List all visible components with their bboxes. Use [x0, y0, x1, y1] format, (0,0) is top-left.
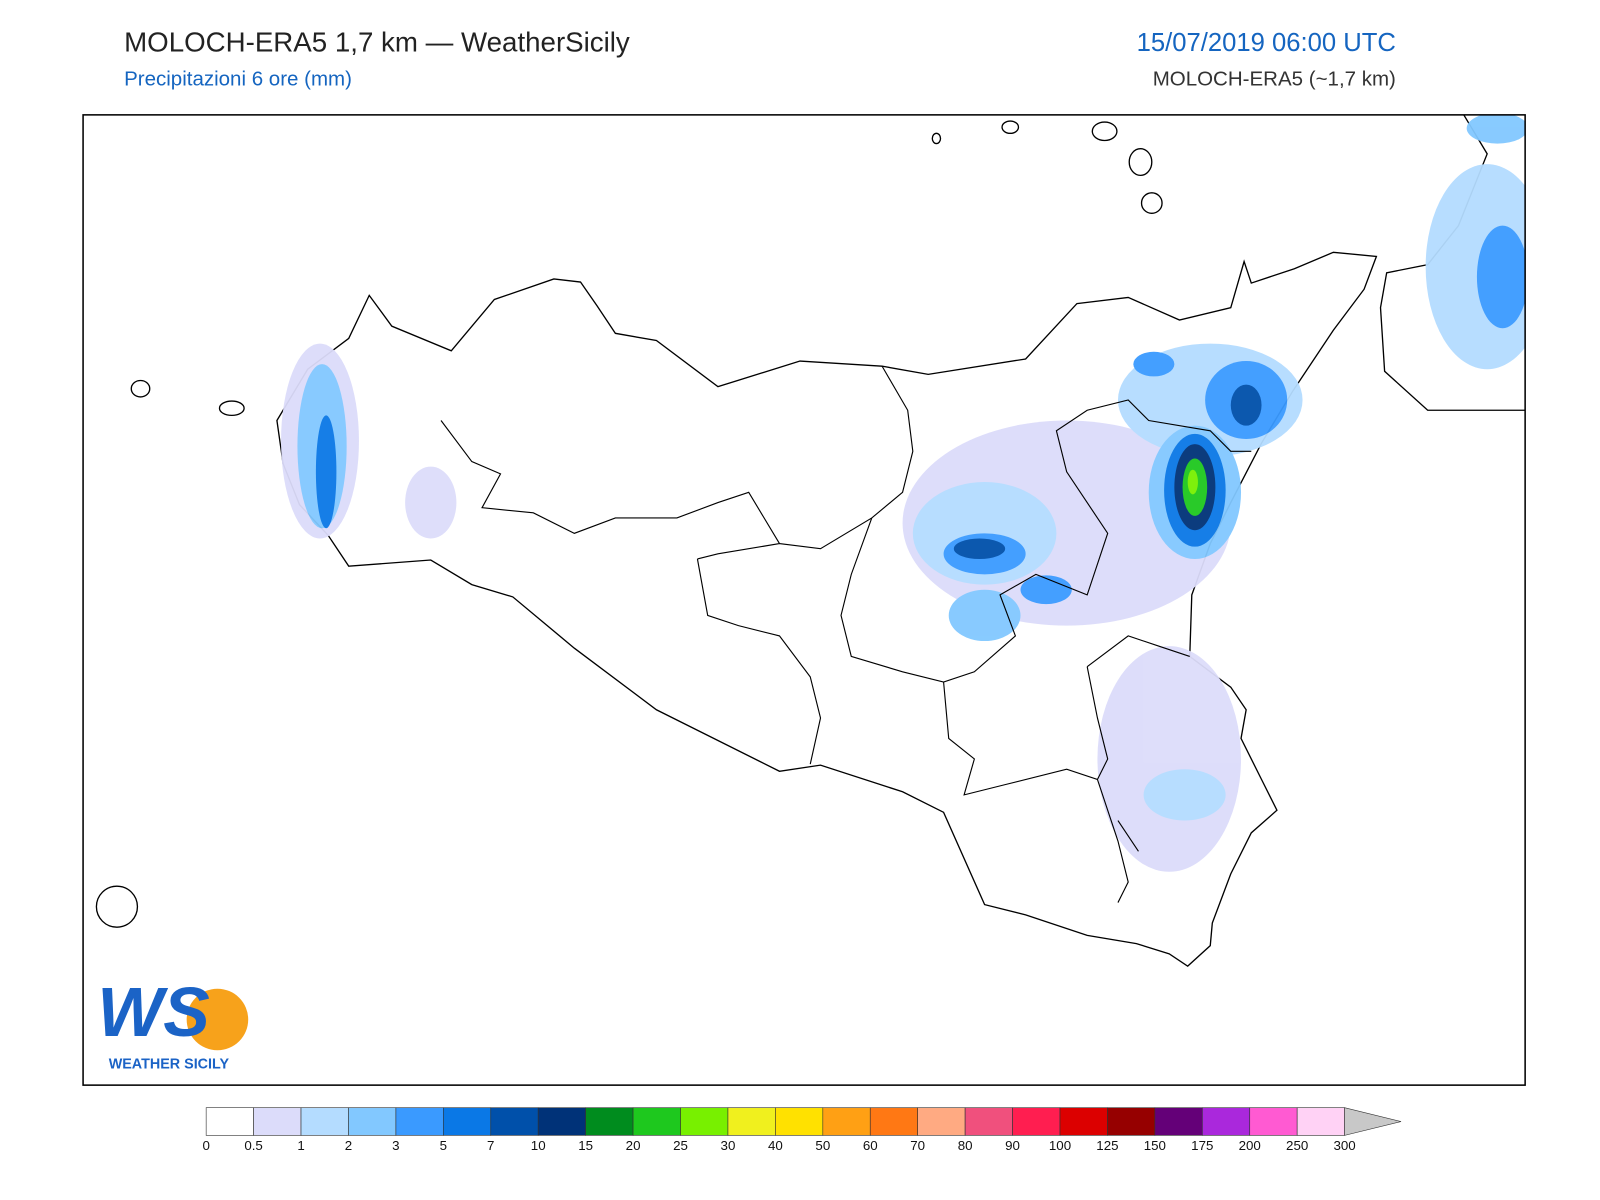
- island: [95, 885, 139, 928]
- map-area: [95, 114, 1526, 967]
- colorbar-tick-label: 2: [345, 1138, 352, 1153]
- colorbar-tick-label: 100: [1049, 1138, 1071, 1153]
- colorbar-swatch: [917, 1107, 966, 1136]
- colorbar-tick-label: 0: [202, 1138, 209, 1153]
- colorbar-tick-label: 250: [1286, 1138, 1308, 1153]
- colorbar-tick-label: 150: [1144, 1138, 1166, 1153]
- island: [931, 132, 942, 145]
- colorbar-tick-label: 3: [392, 1138, 399, 1153]
- colorbar-tick-label: 60: [863, 1138, 878, 1153]
- island: [1091, 121, 1118, 142]
- map-frame: [82, 114, 1526, 1086]
- colorbar-swatch: [205, 1107, 254, 1136]
- colorbar-swatch: [490, 1107, 539, 1136]
- island: [130, 379, 151, 398]
- logo-mark: WS: [97, 973, 209, 1051]
- logo-sun: [186, 988, 249, 1051]
- colorbar-tick-label: 200: [1239, 1138, 1261, 1153]
- colorbar-tick-label: 7: [487, 1138, 494, 1153]
- colorbar-tick-label: 175: [1191, 1138, 1213, 1153]
- colorbar-tick-label: 25: [673, 1138, 688, 1153]
- title: MOLOCH-ERA5 1,7 km — WeatherSicily: [124, 26, 630, 57]
- colorbar-swatch: [537, 1107, 586, 1136]
- precipitation-field: [281, 114, 1526, 872]
- colorbar-swatch: [1249, 1107, 1298, 1136]
- colorbar-swatch: [1059, 1107, 1108, 1136]
- colorbar-swatch: [395, 1107, 444, 1136]
- logo-text: WEATHER SICILY: [109, 1056, 230, 1072]
- colorbar-tick-label: 5: [440, 1138, 447, 1153]
- colorbar-swatch: [300, 1107, 349, 1136]
- colorbar-tick-label: 15: [578, 1138, 593, 1153]
- island: [1140, 192, 1163, 214]
- colorbar-tick-label: 125: [1096, 1138, 1118, 1153]
- colorbar-tick-label: 20: [626, 1138, 641, 1153]
- colorbar-swatch: [1154, 1107, 1203, 1136]
- colorbar-swatch: [822, 1107, 871, 1136]
- colorbar-tick-label: 1: [297, 1138, 304, 1153]
- colorbar-tick-label: 30: [721, 1138, 736, 1153]
- colorbar-swatch: [1201, 1107, 1251, 1136]
- colorbar-tick-label: 10: [531, 1138, 546, 1153]
- island: [218, 400, 245, 417]
- logo: WS WEATHER SICILY: [97, 973, 249, 1072]
- colorbar-swatch: [585, 1107, 634, 1136]
- colorbar-swatch: [775, 1107, 824, 1136]
- colorbar-extend: [1344, 1107, 1402, 1136]
- colorbar-swatch: [964, 1107, 1013, 1136]
- colorbar-swatch: [680, 1107, 729, 1136]
- colorbar-swatch: [443, 1107, 492, 1136]
- colorbar-swatch: [1107, 1107, 1156, 1136]
- colorbar-swatch: [632, 1107, 681, 1136]
- province-border: [440, 365, 1252, 903]
- colorbar-tick-label: 70: [910, 1138, 925, 1153]
- colorbar-swatch: [1012, 1107, 1061, 1136]
- colorbar-tick-label: 80: [958, 1138, 973, 1153]
- island: [1128, 148, 1153, 177]
- colorbar-tick-label: 0.5: [244, 1138, 263, 1153]
- colorbar-tick-label: 40: [768, 1138, 783, 1153]
- colorbar-swatch: [869, 1107, 918, 1136]
- model-label: MOLOCH-ERA5 (~1,7 km): [1153, 67, 1396, 90]
- subtitle: Precipitazioni 6 ore (mm): [124, 67, 352, 90]
- colorbar-tick-label: 50: [815, 1138, 830, 1153]
- colorbar-swatch: [727, 1107, 776, 1136]
- colorbar-tick-label: 300: [1333, 1138, 1355, 1153]
- island: [1001, 120, 1020, 134]
- colorbar-swatch: [253, 1107, 302, 1136]
- colorbar-tick-label: 90: [1005, 1138, 1020, 1153]
- date: 15/07/2019 06:00 UTC: [1137, 29, 1396, 57]
- colorbar-swatch: [1296, 1107, 1345, 1136]
- colorbar-swatch: [348, 1107, 397, 1136]
- colorbar: 0 0.5 1 2 3 5 7 10 15 20 25 30 40 50 60 70 80 90 100 125 150…: [202, 1107, 1402, 1153]
